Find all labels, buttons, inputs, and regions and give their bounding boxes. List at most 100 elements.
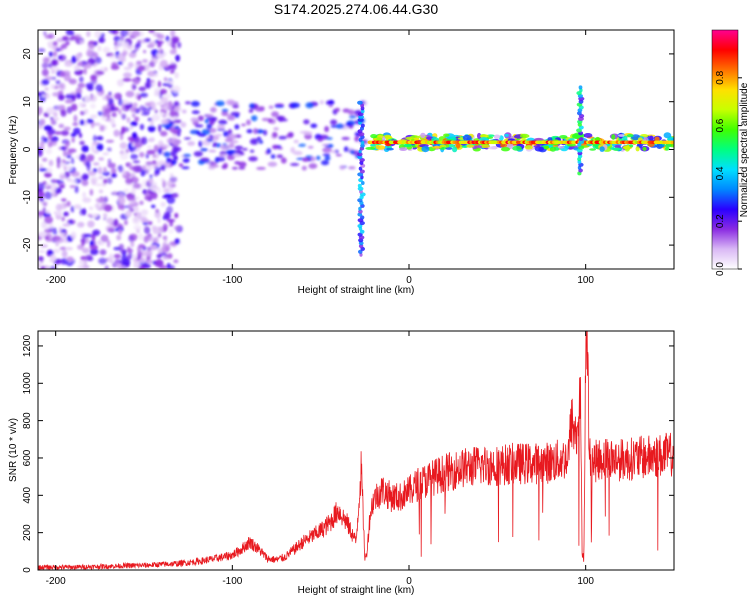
heat-blob xyxy=(125,210,132,218)
heat-blob xyxy=(161,118,170,125)
heat-blob xyxy=(98,175,104,180)
heat-blob xyxy=(249,138,259,145)
heat-blob xyxy=(324,126,329,133)
heat-blob xyxy=(175,54,181,62)
y-tick-label: -10 xyxy=(22,190,33,205)
heat-blob xyxy=(349,149,356,154)
heat-blob xyxy=(55,203,63,211)
heat-blob xyxy=(274,104,285,108)
heat-blob xyxy=(159,59,168,68)
heat-blob xyxy=(55,80,61,85)
heat-blob xyxy=(209,164,220,168)
heat-blob xyxy=(107,162,116,169)
heat-blob xyxy=(219,154,224,158)
heat-blob xyxy=(99,125,105,132)
heat-blob xyxy=(54,131,62,135)
heat-blob xyxy=(127,62,134,68)
heat-blob xyxy=(127,197,137,202)
heat-blob xyxy=(50,83,55,90)
heat-blob xyxy=(168,103,173,110)
heat-blob xyxy=(102,46,110,54)
heat-blob xyxy=(85,160,91,168)
heat-blob xyxy=(357,186,364,191)
heat-blob xyxy=(94,183,104,187)
heat-blob xyxy=(357,100,363,105)
heat-blob xyxy=(63,73,71,82)
heat-blob xyxy=(86,31,91,37)
heat-blob xyxy=(614,144,621,149)
heat-blob xyxy=(93,41,98,47)
heat-blob xyxy=(102,171,110,177)
heat-blob xyxy=(63,203,68,208)
heat-blob xyxy=(258,140,264,144)
y-tick-label: 200 xyxy=(22,524,33,541)
heat-blob xyxy=(109,253,114,260)
heat-blob xyxy=(134,196,140,200)
heat-blob xyxy=(547,137,553,142)
heat-blob xyxy=(63,145,69,150)
heat-blob xyxy=(310,123,318,129)
heat-blob xyxy=(56,210,63,216)
heat-blob xyxy=(167,180,173,187)
colorbar: 0.0 0.2 0.4 0.6 0.8 Normalized spectral ampl… xyxy=(711,29,750,276)
heat-blob xyxy=(79,119,85,126)
heat-blob xyxy=(357,232,363,237)
heat-blob xyxy=(76,40,80,45)
heat-blob xyxy=(235,149,242,155)
heat-blob xyxy=(139,200,144,205)
heat-blob xyxy=(77,82,86,89)
heat-blob xyxy=(345,123,352,127)
heat-blob xyxy=(131,186,136,195)
heat-blob xyxy=(524,145,533,150)
heat-blob xyxy=(66,151,73,155)
heat-blob xyxy=(308,163,318,169)
heat-blob xyxy=(116,79,125,87)
y-tick-label: 600 xyxy=(22,449,33,466)
heat-blob xyxy=(251,115,258,122)
heat-blob xyxy=(92,168,98,173)
heat-blob xyxy=(578,137,584,141)
heat-blob xyxy=(153,173,158,177)
heat-blob xyxy=(130,153,139,160)
heat-blob xyxy=(359,158,365,162)
heat-blob xyxy=(618,134,625,137)
heat-blob xyxy=(81,241,85,247)
heat-blob xyxy=(128,52,137,58)
heat-blob xyxy=(335,123,345,129)
heat-blob xyxy=(131,132,138,139)
heat-blob xyxy=(98,157,105,161)
heat-blob xyxy=(250,149,255,153)
heat-blob xyxy=(143,226,151,234)
heat-blob xyxy=(131,83,137,91)
heat-blob xyxy=(130,106,135,113)
y-tick-label: 800 xyxy=(22,412,33,429)
heat-blob xyxy=(200,157,210,161)
heat-blob xyxy=(215,156,226,162)
heat-blob xyxy=(142,59,148,63)
heat-blob xyxy=(191,110,200,115)
heat-blob xyxy=(110,65,120,70)
heat-blob xyxy=(577,154,583,159)
heat-blob xyxy=(102,152,109,156)
heat-blob xyxy=(307,145,314,149)
heat-blob xyxy=(544,145,549,150)
heat-blob xyxy=(155,152,159,161)
heat-blob xyxy=(162,180,166,189)
heat-blob xyxy=(87,85,94,91)
colorbar-tick-label: 0.6 xyxy=(715,118,726,132)
heat-blob xyxy=(149,137,155,142)
heat-blob xyxy=(171,139,181,146)
heat-blob xyxy=(589,148,596,151)
heat-blob xyxy=(87,220,95,228)
heat-blob xyxy=(38,48,46,53)
heat-blob xyxy=(59,71,66,78)
heat-blob xyxy=(159,130,168,137)
heat-blob xyxy=(622,145,630,149)
heat-blob xyxy=(477,132,482,140)
heat-blob xyxy=(71,103,78,112)
spectrogram-x-label: Height of straight line (km) xyxy=(298,285,415,296)
heat-blob xyxy=(533,145,540,148)
heat-blob xyxy=(52,117,60,121)
heat-blob xyxy=(224,138,233,143)
heat-blob xyxy=(231,166,238,170)
